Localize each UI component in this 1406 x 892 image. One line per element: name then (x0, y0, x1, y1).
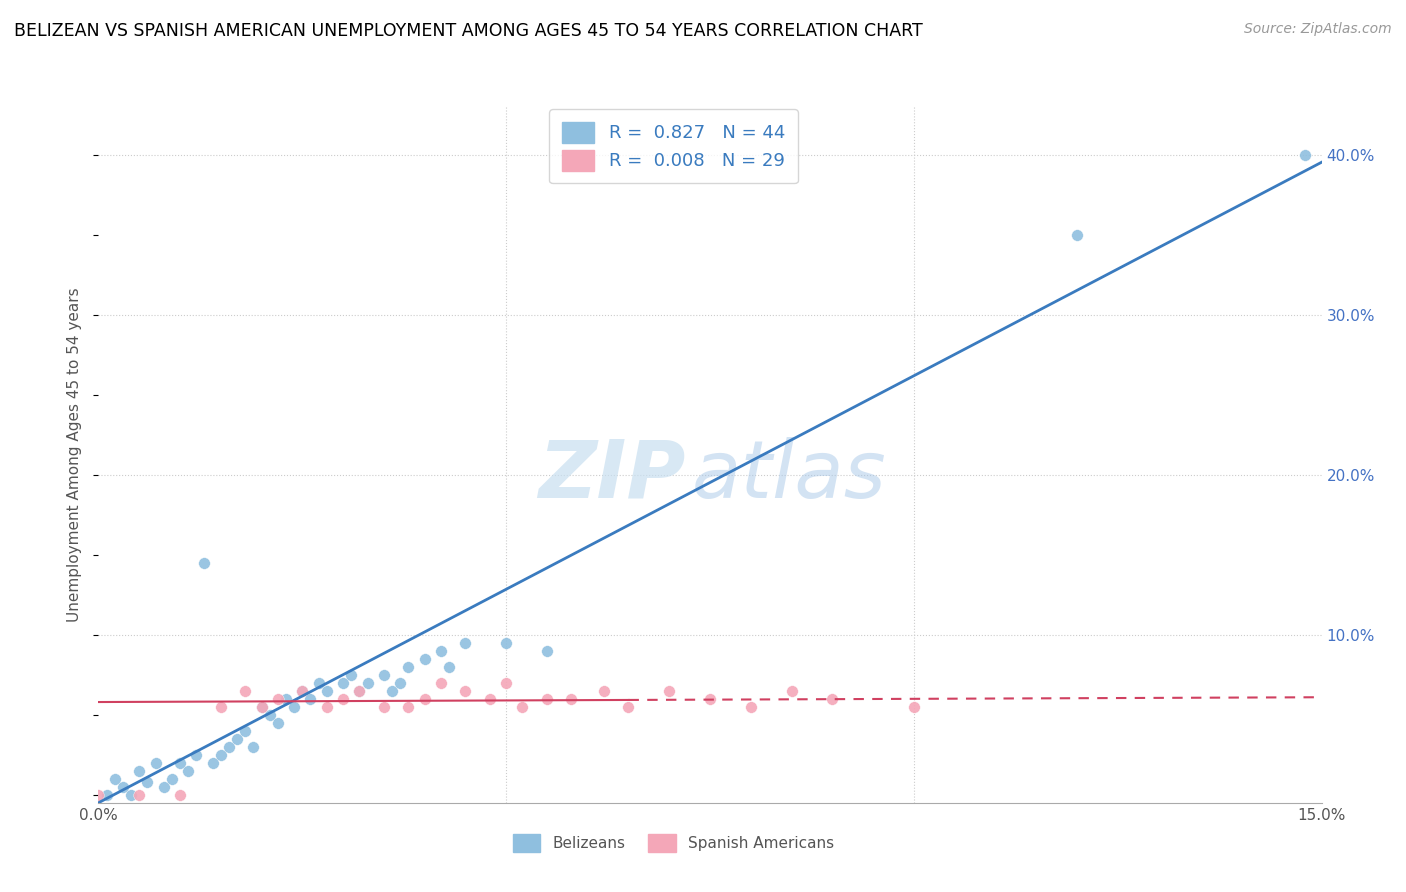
Point (259, 707, 281, 722)
Point (291, 683, 314, 698)
Point (128, 788, 150, 802)
Point (373, 668, 395, 682)
Point (111, 780, 134, 794)
Point (209, 699, 232, 714)
Point (152, 780, 174, 794)
Point (96, 788, 118, 802)
Point (617, 699, 640, 714)
Point (340, 668, 363, 682)
Point (145, 756, 167, 770)
Point (291, 683, 314, 698)
Y-axis label: Unemployment Among Ages 45 to 54 years: Unemployment Among Ages 45 to 54 years (67, 287, 83, 623)
Point (250, 699, 273, 714)
Point (512, 699, 534, 714)
Point (437, 660, 460, 674)
Point (430, 676, 453, 690)
Point (658, 683, 681, 698)
Point (413, 691, 436, 706)
Point (128, 764, 150, 778)
Legend: Belizeans, Spanish Americans: Belizeans, Spanish Americans (506, 828, 841, 858)
Point (593, 683, 616, 698)
Point (356, 676, 378, 690)
Point (454, 636, 477, 650)
Point (903, 699, 925, 714)
Point (87, 788, 110, 802)
Point (536, 644, 558, 658)
Text: Source: ZipAtlas.com: Source: ZipAtlas.com (1244, 22, 1392, 37)
Point (226, 731, 249, 746)
Point (242, 739, 264, 754)
Point (186, 747, 208, 762)
Point (349, 683, 371, 698)
Point (1066, 227, 1088, 242)
Point (267, 691, 290, 706)
Point (315, 699, 337, 714)
Point (454, 683, 477, 698)
Text: ZIP: ZIP (538, 437, 686, 515)
Point (478, 691, 501, 706)
Point (780, 683, 803, 698)
Point (299, 691, 322, 706)
Point (283, 699, 305, 714)
Point (218, 739, 240, 754)
Point (1294, 148, 1316, 162)
Point (381, 683, 404, 698)
Point (821, 691, 844, 706)
Point (495, 636, 517, 650)
Point (104, 772, 127, 786)
Point (233, 723, 256, 738)
Point (308, 676, 330, 690)
Point (389, 676, 412, 690)
Point (430, 644, 453, 658)
Point (315, 683, 337, 698)
Point (536, 691, 558, 706)
Point (201, 756, 224, 770)
Point (267, 715, 290, 730)
Point (332, 676, 354, 690)
Point (332, 691, 354, 706)
Point (169, 788, 191, 802)
Point (495, 676, 517, 690)
Point (136, 775, 159, 789)
Point (193, 556, 215, 570)
Point (396, 699, 419, 714)
Point (274, 691, 297, 706)
Point (209, 747, 232, 762)
Point (699, 691, 721, 706)
Point (396, 660, 419, 674)
Text: BELIZEAN VS SPANISH AMERICAN UNEMPLOYMENT AMONG AGES 45 TO 54 YEARS CORRELATION : BELIZEAN VS SPANISH AMERICAN UNEMPLOYMEN… (14, 22, 922, 40)
Point (413, 652, 436, 666)
Point (740, 699, 762, 714)
Point (560, 691, 582, 706)
Point (160, 772, 183, 786)
Point (169, 756, 191, 770)
Text: atlas: atlas (692, 437, 886, 515)
Point (373, 699, 395, 714)
Point (233, 683, 256, 698)
Point (177, 764, 200, 778)
Point (250, 699, 273, 714)
Point (349, 683, 371, 698)
Point (120, 788, 142, 802)
